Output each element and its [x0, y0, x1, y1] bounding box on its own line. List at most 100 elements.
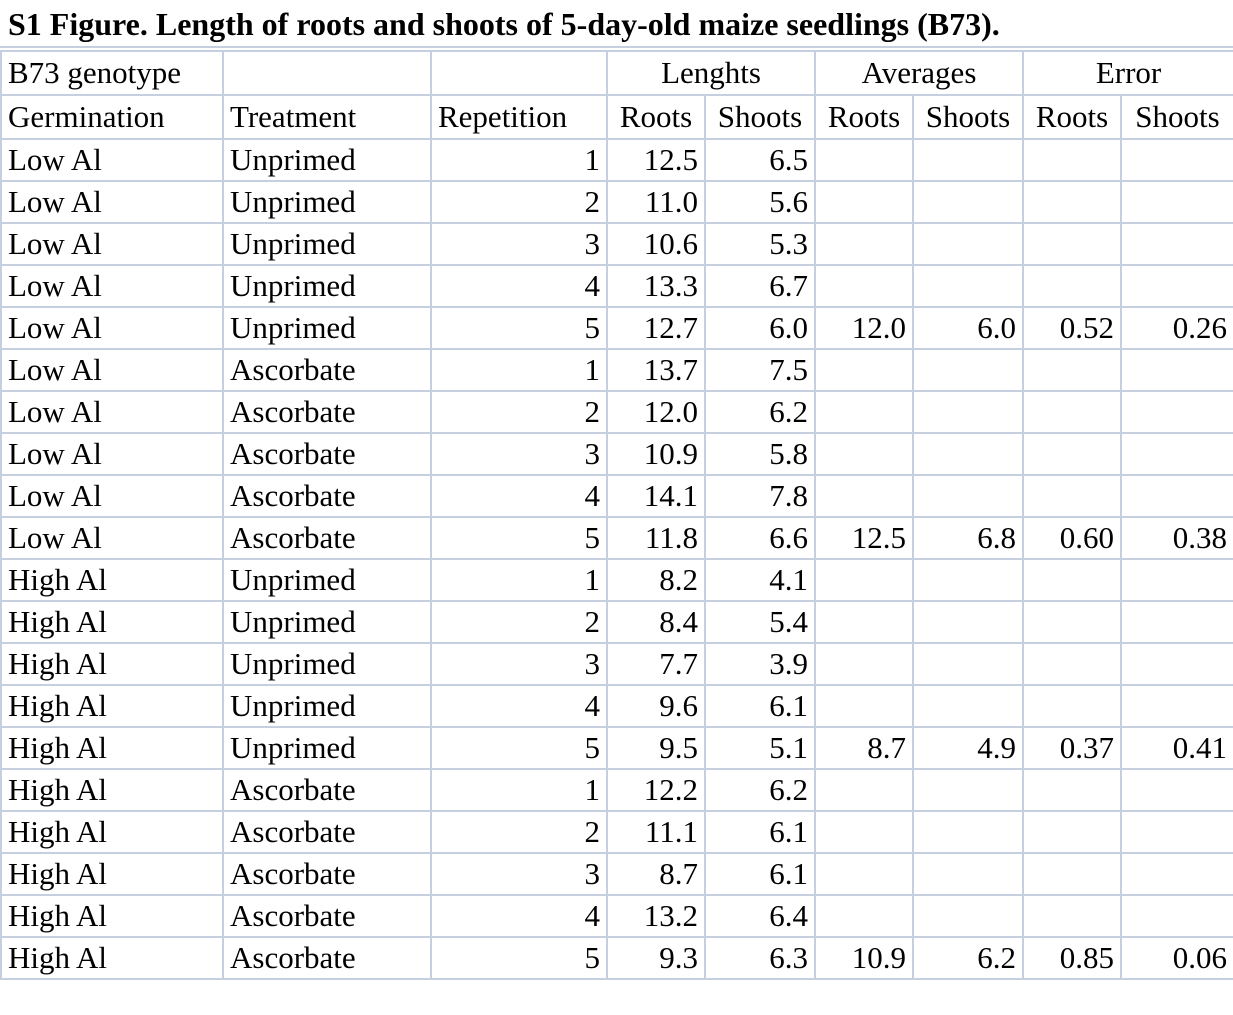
avg-roots-cell: [814, 810, 914, 854]
err-shoots-cell: [1120, 348, 1233, 392]
avg-shoots-cell: [911, 642, 1025, 686]
shoots-cell: 6.3: [704, 936, 816, 980]
shoots-cell: 6.5: [704, 138, 816, 182]
err-roots-cell: [1022, 474, 1123, 518]
avg-roots-header: Roots: [814, 94, 914, 140]
err-roots-cell: 0.52: [1022, 306, 1123, 350]
avg-roots-cell: 12.5: [814, 516, 914, 560]
table-row: High Al Unprimed 1 8.2 4.1: [0, 558, 1233, 602]
germination-cell: High Al: [0, 936, 224, 980]
table-row: High Al Unprimed 2 8.4 5.4: [0, 600, 1233, 644]
err-roots-cell: 0.85: [1022, 936, 1123, 980]
roots-cell: 11.0: [606, 180, 706, 224]
err-roots-cell: [1022, 642, 1123, 686]
empty-header-cell: [222, 50, 432, 96]
germination-cell: Low Al: [0, 432, 224, 476]
treatment-cell: Ascorbate: [222, 348, 432, 392]
avg-roots-cell: 10.9: [814, 936, 914, 980]
shoots-cell: 5.3: [704, 222, 816, 266]
err-shoots-cell: 0.38: [1120, 516, 1233, 560]
germination-cell: Low Al: [0, 138, 224, 182]
germination-cell: Low Al: [0, 390, 224, 434]
roots-cell: 13.2: [606, 894, 706, 938]
shoots-cell: 6.7: [704, 264, 816, 308]
table-row: High Al Ascorbate 2 11.1 6.1: [0, 810, 1233, 854]
shoots-cell: 5.8: [704, 432, 816, 476]
roots-cell: 8.4: [606, 600, 706, 644]
err-roots-cell: [1022, 138, 1123, 182]
err-shoots-cell: [1120, 474, 1233, 518]
shoots-cell: 5.1: [704, 726, 816, 770]
table-row: High Al Unprimed 5 9.5 5.1 8.7 4.9 0.37 0.41: [0, 726, 1233, 770]
table-row: Low Al Ascorbate 5 11.8 6.6 12.5 6.8 0.60 0.38: [0, 516, 1233, 560]
shoots-cell: 3.9: [704, 642, 816, 686]
err-roots-cell: [1022, 894, 1123, 938]
shoots-cell: 4.1: [704, 558, 816, 602]
table-row: High Al Ascorbate 3 8.7 6.1: [0, 852, 1233, 896]
table-row: Low Al Unprimed 4 13.3 6.7: [0, 264, 1233, 308]
shoots-cell: 6.1: [704, 684, 816, 728]
repetition-cell: 5: [430, 306, 608, 350]
repetition-cell: 1: [430, 138, 608, 182]
err-roots-header: Roots: [1022, 94, 1123, 140]
avg-shoots-cell: [911, 810, 1025, 854]
roots-cell: 14.1: [606, 474, 706, 518]
err-shoots-cell: [1120, 768, 1233, 812]
repetition-cell: 5: [430, 516, 608, 560]
avg-roots-cell: [814, 348, 914, 392]
roots-cell: 8.7: [606, 852, 706, 896]
roots-cell: 7.7: [606, 642, 706, 686]
shoots-cell: 6.6: [704, 516, 816, 560]
avg-shoots-cell: [911, 600, 1025, 644]
treatment-cell: Ascorbate: [222, 810, 432, 854]
germination-cell: Low Al: [0, 516, 224, 560]
err-roots-cell: [1022, 810, 1123, 854]
table-row: Low Al Ascorbate 3 10.9 5.8: [0, 432, 1233, 476]
table-row: High Al Unprimed 4 9.6 6.1: [0, 684, 1233, 728]
repetition-cell: 3: [430, 852, 608, 896]
err-shoots-cell: [1120, 264, 1233, 308]
treatment-cell: Ascorbate: [222, 852, 432, 896]
avg-shoots-cell: [911, 684, 1025, 728]
germination-cell: High Al: [0, 684, 224, 728]
avg-shoots-cell: [911, 852, 1025, 896]
germination-cell: High Al: [0, 768, 224, 812]
roots-cell: 11.1: [606, 810, 706, 854]
germination-cell: Low Al: [0, 348, 224, 392]
avg-roots-cell: [814, 558, 914, 602]
repetition-cell: 3: [430, 432, 608, 476]
avg-shoots-cell: [911, 138, 1025, 182]
germination-cell: High Al: [0, 726, 224, 770]
roots-cell: 10.6: [606, 222, 706, 266]
treatment-cell: Unprimed: [222, 138, 432, 182]
repetition-cell: 4: [430, 264, 608, 308]
avg-roots-cell: [814, 390, 914, 434]
err-shoots-cell: [1120, 684, 1233, 728]
avg-roots-cell: 12.0: [814, 306, 914, 350]
table-row: High Al Unprimed 3 7.7 3.9: [0, 642, 1233, 686]
germination-cell: Low Al: [0, 306, 224, 350]
avg-shoots-cell: [911, 558, 1025, 602]
germination-cell: Low Al: [0, 180, 224, 224]
err-shoots-cell: [1120, 390, 1233, 434]
avg-shoots-cell: [911, 768, 1025, 812]
avg-shoots-cell: [911, 348, 1025, 392]
err-shoots-cell: [1120, 642, 1233, 686]
shoots-cell: 5.4: [704, 600, 816, 644]
err-shoots-cell: 0.06: [1120, 936, 1233, 980]
germination-cell: Low Al: [0, 222, 224, 266]
err-roots-cell: 0.37: [1022, 726, 1123, 770]
err-roots-cell: [1022, 180, 1123, 224]
repetition-cell: 3: [430, 642, 608, 686]
err-shoots-cell: [1120, 852, 1233, 896]
germination-cell: Low Al: [0, 474, 224, 518]
treatment-cell: Ascorbate: [222, 390, 432, 434]
data-table: B73 genotype Lenghts Averages Error Germ…: [0, 50, 1233, 980]
roots-cell: 9.5: [606, 726, 706, 770]
table-row: High Al Ascorbate 4 13.2 6.4: [0, 894, 1233, 938]
treatment-cell: Unprimed: [222, 726, 432, 770]
germination-cell: High Al: [0, 810, 224, 854]
treatment-cell: Unprimed: [222, 642, 432, 686]
repetition-cell: 2: [430, 600, 608, 644]
error-header: Error: [1022, 50, 1233, 96]
